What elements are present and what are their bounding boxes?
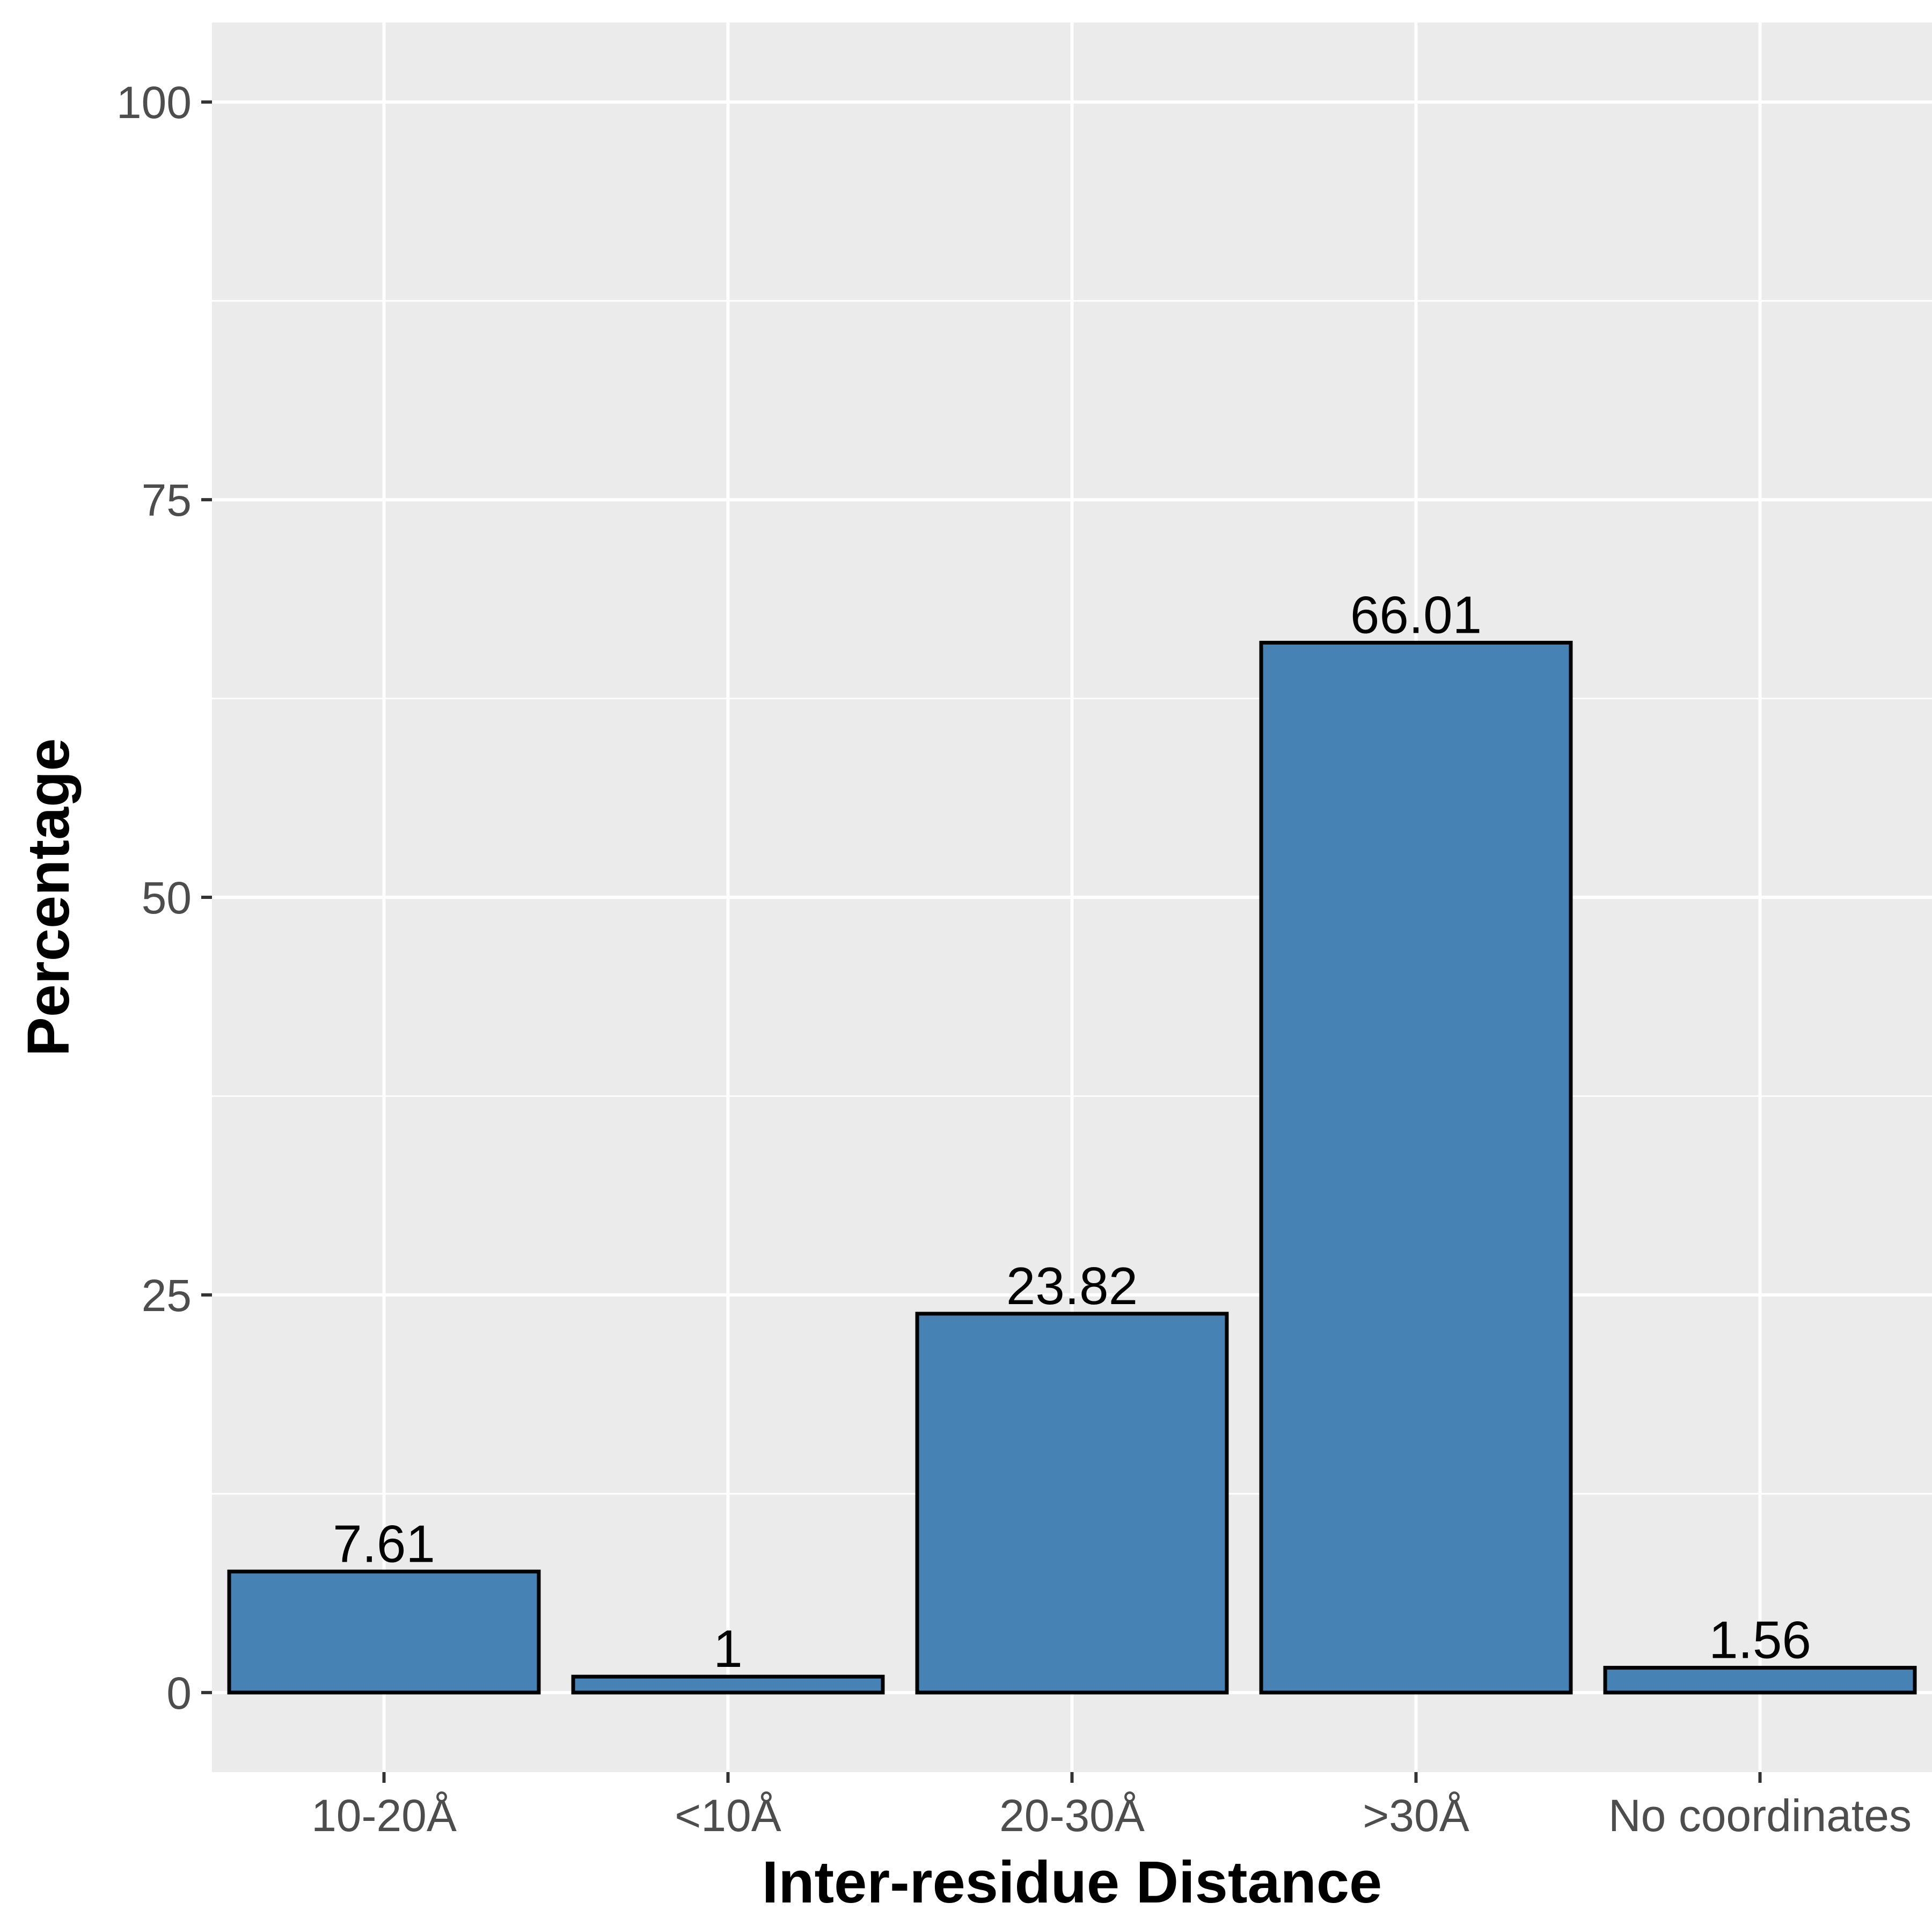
x-tick-label: No coordinates bbox=[1608, 1790, 1912, 1841]
bar bbox=[571, 1674, 885, 1695]
bars-group bbox=[227, 641, 1917, 1695]
x-axis: 10-20Å <10Å 20-30Å >30Å No coordinates bbox=[311, 1772, 1912, 1841]
bar bbox=[1259, 641, 1573, 1695]
data-labels-group: 7.61 1 23.82 66.01 1.56 bbox=[333, 586, 1811, 1679]
x-tick-label: 20-30Å bbox=[999, 1790, 1145, 1841]
bar bbox=[1603, 1666, 1917, 1695]
major-gridlines bbox=[212, 23, 1932, 1772]
x-axis-title: Inter-residue Distance bbox=[762, 1849, 1382, 1915]
bar-data-label: 1.56 bbox=[1709, 1611, 1811, 1670]
bar-data-label: 66.01 bbox=[1350, 586, 1482, 645]
x-tick-label: >30Å bbox=[1363, 1790, 1469, 1841]
y-tick-label: 75 bbox=[142, 475, 192, 525]
bar-data-label: 1 bbox=[713, 1619, 743, 1678]
y-tick-label: 50 bbox=[142, 873, 192, 923]
x-tick-label: <10Å bbox=[675, 1790, 781, 1841]
bar bbox=[227, 1569, 541, 1695]
bar bbox=[915, 1312, 1229, 1695]
y-axis: 0 25 50 75 100 bbox=[116, 77, 212, 1718]
y-tick-label: 0 bbox=[166, 1668, 192, 1718]
y-tick-label: 100 bbox=[116, 77, 192, 128]
bar-data-label: 23.82 bbox=[1006, 1256, 1138, 1315]
y-tick-label: 25 bbox=[142, 1270, 192, 1321]
bar-data-label: 7.61 bbox=[333, 1514, 435, 1573]
y-axis-title: Percentage bbox=[16, 738, 82, 1056]
x-tick-label: 10-20Å bbox=[311, 1790, 457, 1841]
